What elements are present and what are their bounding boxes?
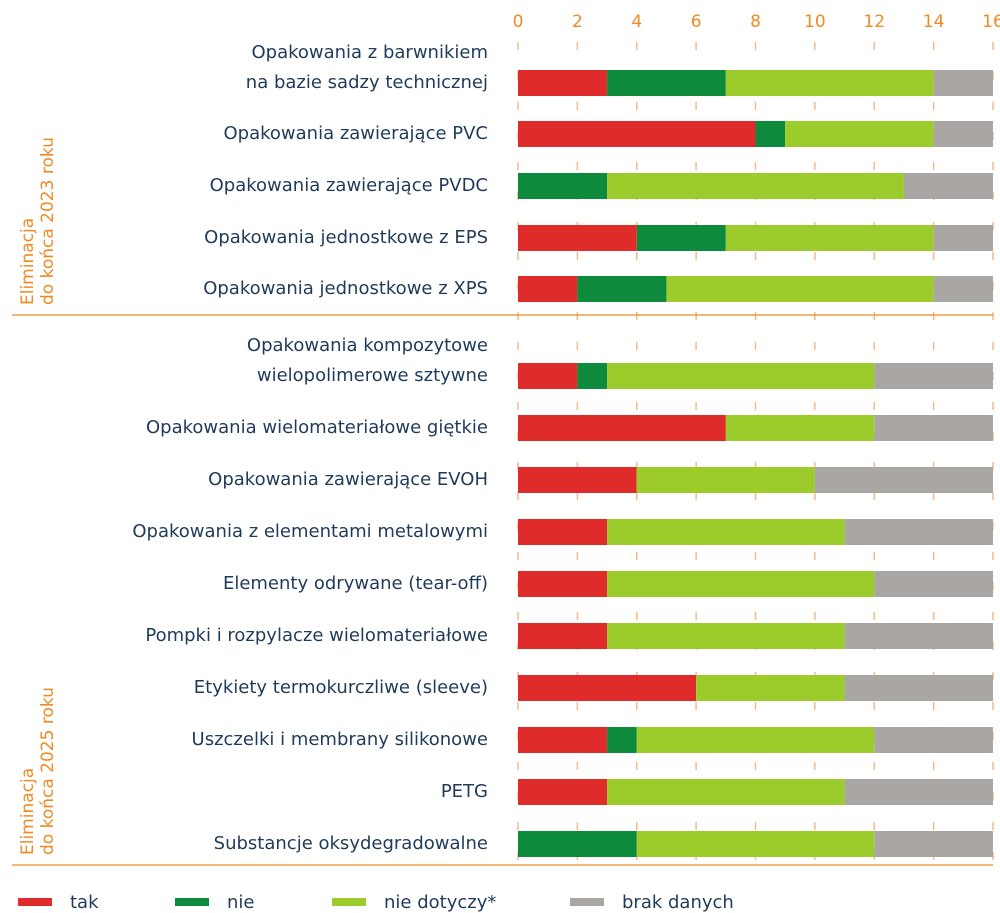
category-label: Opakowania kompozytowe wielopolimerowe sz… bbox=[247, 335, 488, 386]
legend-swatch bbox=[570, 898, 604, 906]
x-tick-label: 0 bbox=[513, 12, 524, 32]
bar-segment bbox=[844, 779, 993, 805]
category-label: Opakowania z barwnikiem na bazie sadzy te… bbox=[246, 42, 488, 93]
bar-segment bbox=[607, 70, 726, 96]
category-label: Opakowania z elementami metalowymi bbox=[132, 521, 488, 542]
bar-segment bbox=[933, 276, 993, 302]
bar-segment bbox=[518, 727, 608, 753]
bar-segment bbox=[933, 225, 993, 251]
category-label: Opakowania zawierające PVDC bbox=[210, 175, 488, 196]
bar-segment bbox=[607, 519, 845, 545]
bar-segment bbox=[874, 831, 993, 857]
category-label: Opakowania jednostkowe z EPS bbox=[204, 227, 488, 248]
bar-segment bbox=[636, 727, 875, 753]
bar-segment bbox=[636, 225, 726, 251]
bar-segment bbox=[785, 121, 934, 147]
bar-segment bbox=[518, 121, 756, 147]
x-tick-label: 10 bbox=[804, 12, 826, 32]
bar-segment bbox=[607, 779, 845, 805]
x-tick-label: 6 bbox=[691, 12, 702, 32]
legend-swatch bbox=[332, 898, 366, 906]
bar-segment bbox=[874, 571, 993, 597]
category-label: PETG bbox=[441, 781, 488, 802]
bar-segment bbox=[874, 363, 993, 389]
legend-label: brak danych bbox=[622, 892, 734, 913]
bar-segment bbox=[903, 173, 993, 199]
group-label: Eliminacjado końca 2025 roku bbox=[18, 687, 58, 855]
legend-label: nie bbox=[227, 892, 254, 913]
bar-segment bbox=[518, 467, 637, 493]
bar-segment bbox=[725, 415, 875, 441]
bar-segment bbox=[518, 70, 608, 96]
bar-segment bbox=[755, 121, 786, 147]
bar-segment bbox=[577, 363, 608, 389]
legend-label: tak bbox=[70, 892, 99, 913]
bar-segment bbox=[725, 225, 934, 251]
bar-segment bbox=[607, 623, 845, 649]
x-tick-label: 14 bbox=[923, 12, 945, 32]
bar-segment bbox=[636, 467, 815, 493]
category-label: Opakowania zawierające PVC bbox=[224, 123, 489, 144]
bar-segment bbox=[577, 276, 667, 302]
bar-segment bbox=[518, 831, 637, 857]
category-label: Uszczelki i membrany silikonowe bbox=[192, 729, 488, 750]
category-label: Opakowania wielomateriałowe giętkie bbox=[146, 417, 488, 438]
bar-segment bbox=[607, 727, 637, 753]
bar-segment bbox=[518, 623, 608, 649]
legend-swatch bbox=[175, 898, 209, 906]
bar-segment bbox=[725, 70, 934, 96]
bar-segment bbox=[518, 276, 578, 302]
bar-segment bbox=[518, 225, 637, 251]
x-tick-label: 4 bbox=[631, 12, 642, 32]
bar-segment bbox=[607, 571, 875, 597]
category-label: Opakowania jednostkowe z XPS bbox=[203, 278, 488, 299]
bar-segment bbox=[844, 623, 993, 649]
bar-segment bbox=[844, 675, 993, 701]
bar-segment bbox=[518, 363, 578, 389]
bar-segment bbox=[518, 173, 608, 199]
bar-segment bbox=[636, 831, 875, 857]
bar-segment bbox=[933, 70, 993, 96]
category-label: Elementy odrywane (tear-off) bbox=[223, 573, 488, 594]
bar-segment bbox=[518, 415, 726, 441]
legend-swatch bbox=[18, 898, 52, 906]
bar-segment bbox=[518, 519, 608, 545]
bar-segment bbox=[844, 519, 993, 545]
bar-segment bbox=[696, 675, 845, 701]
bar-segment bbox=[607, 173, 904, 199]
x-tick-label: 8 bbox=[750, 12, 761, 32]
bar-segment bbox=[607, 363, 875, 389]
group-label: Eliminacjado końca 2023 roku bbox=[18, 137, 58, 305]
x-tick-label: 2 bbox=[572, 12, 583, 32]
category-label: Etykiety termokurczliwe (sleeve) bbox=[194, 677, 488, 698]
bar-segment bbox=[874, 415, 993, 441]
bar-segment bbox=[814, 467, 993, 493]
x-tick-label: 12 bbox=[863, 12, 885, 32]
category-label: Opakowania zawierające EVOH bbox=[208, 469, 488, 490]
category-label: Pompki i rozpylacze wielomateriałowe bbox=[145, 625, 488, 646]
bar-segment bbox=[933, 121, 993, 147]
x-tick-label: 16 bbox=[982, 12, 1000, 32]
bar-segment bbox=[518, 571, 608, 597]
category-label: Substancje oksydegradowalne bbox=[214, 833, 488, 854]
bar-segment bbox=[666, 276, 934, 302]
bar-segment bbox=[874, 727, 993, 753]
bar-segment bbox=[518, 675, 697, 701]
bar-segment bbox=[518, 779, 608, 805]
legend-label: nie dotyczy* bbox=[384, 892, 496, 913]
